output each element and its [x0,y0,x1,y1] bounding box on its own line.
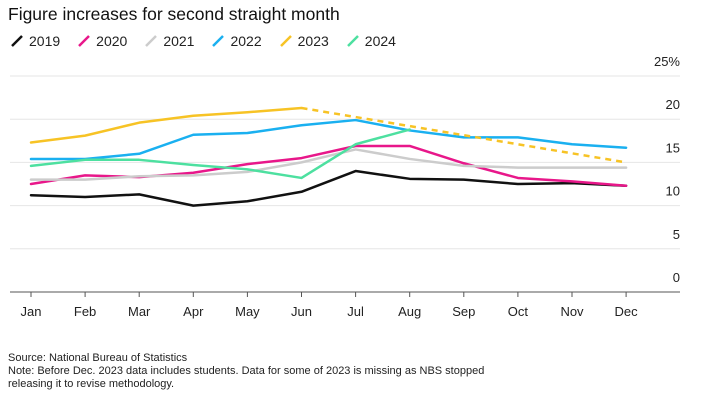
x-tick-label: Jan [21,304,42,319]
legend-label-2019: 2019 [29,33,61,49]
legend-swatch-2021 [145,35,158,47]
x-tick-label: Apr [183,304,204,319]
x-tick-label: Dec [615,304,639,319]
gridlines [10,75,680,293]
footer: Source: National Bureau of Statistics No… [8,352,484,391]
legend-label-2021: 2021 [163,33,195,49]
y-axis: 25% 20 15 10 5 0 [654,54,680,285]
series-line-2024 [29,128,411,180]
x-tick-label: Jun [291,304,312,319]
legend: 2019 2020 2021 2022 2023 2024 [10,33,413,49]
series-line-2019 [29,169,628,207]
y-tick-label: 15 [666,140,680,155]
y-tick-label: 25% [654,54,680,69]
legend-swatch-2023 [279,35,292,47]
legend-item-2019: 2019 [10,33,60,49]
legend-label-2023: 2023 [297,33,329,49]
legend-item-2024: 2024 [346,33,396,49]
legend-swatch-2024 [346,35,359,47]
x-tick-label: Mar [128,304,151,319]
legend-item-2020: 2020 [77,33,127,49]
legend-item-2021: 2021 [144,33,194,49]
x-axis: Jan Feb Mar Apr May Jun Jul Aug Sep Oct Nov Dec [21,292,639,319]
series-line-2022 [29,118,628,161]
x-tick-label: Aug [398,304,421,319]
source-note: Source: National Bureau of Statistics [8,352,188,364]
x-tick-label: May [235,304,260,319]
legend-label-2020: 2020 [96,33,128,49]
methodology-note-line-2: releasing it to revise methodology. [8,378,175,390]
series-projection-2023 [301,106,627,164]
legend-item-2023: 2023 [279,33,329,49]
y-tick-label: 10 [666,184,680,199]
series-line-2020 [29,144,628,187]
y-tick-label: 5 [673,227,680,242]
series-lines [29,106,628,207]
series-line-2021 [29,148,628,181]
series-line-2023 [29,106,303,144]
legend-item-2022: 2022 [211,33,262,49]
x-tick-label: Oct [508,304,529,319]
x-tick-label: Nov [560,304,584,319]
x-tick-label: Jul [347,304,364,319]
line-chart: 25% 20 15 10 5 0 Jan Feb Mar Apr May Jun Jul Aug Sep O… [10,54,680,319]
y-tick-label: 0 [673,270,680,285]
legend-label-2022: 2022 [230,33,262,49]
methodology-note-line-1: Note: Before Dec. 2023 data includes stu… [8,365,485,377]
y-tick-label: 20 [666,97,680,112]
x-tick-label: Sep [452,304,475,319]
x-tick-label: Feb [74,304,96,319]
chart-title: Figure increases for second straight mon… [8,4,340,24]
legend-swatch-2019 [11,35,23,47]
legend-swatch-2022 [212,35,225,47]
legend-swatch-2020 [78,35,91,47]
legend-label-2024: 2024 [364,33,396,49]
